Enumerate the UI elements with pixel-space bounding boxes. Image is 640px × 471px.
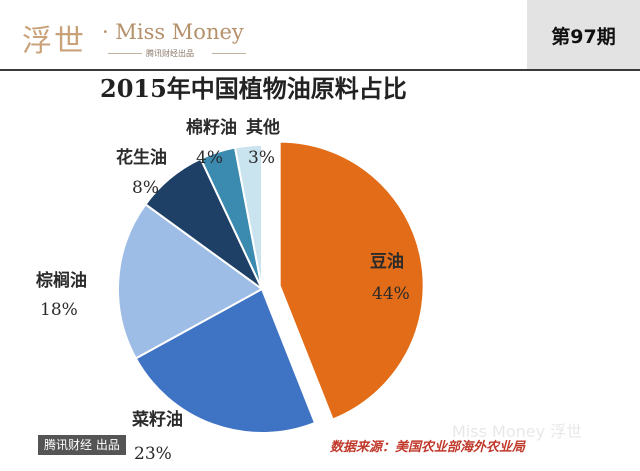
footer-badge: 腾讯财经 出品 [38,435,126,455]
slice-value-peanut: 8% [132,178,159,198]
slice-label-peanut: 花生油 [116,147,167,168]
logo: 浮世 · Miss Money 腾讯财经出品 [22,14,282,60]
source-note: 数据来源：美国农业部海外农业局 [330,440,526,455]
issue-number: 第97期 [551,26,616,48]
header: 浮世 · Miss Money 腾讯财经出品 第97期 [0,0,640,71]
pie-slice-soybean [278,140,425,421]
chart-area: 2015年中国植物油原料占比 豆油 44% 菜籽油 23% 棕榈油 18% 花生油 8% 棉籽油… [0,71,640,471]
pie-slice-labels: 豆油 44% 菜籽油 23% 棕榈油 18% 花生油 8% 棉籽油 4% 其他 3% [36,117,410,464]
slice-value-rapeseed: 23% [134,444,172,464]
slice-value-soybean: 44% [372,284,410,304]
issue-badge: 第97期 [527,0,640,69]
pie-chart: 2015年中国植物油原料占比 豆油 44% 菜籽油 23% 棕榈油 18% 花生油 8% 棉籽油… [36,74,425,464]
watermark: Miss Money 浮世 [452,422,583,441]
logo-divider-left [108,53,142,54]
pie-slice-palm [117,202,264,360]
logo-english-text: · Miss Money [102,20,244,44]
slice-label-cottonseed: 棉籽油 [186,117,237,138]
slice-label-palm: 棕榈油 [36,270,87,291]
pie-slice-other [233,143,263,290]
slice-value-cottonseed: 4% [196,148,223,168]
logo-chinese-text: 浮世 [22,24,86,59]
slice-label-rapeseed: 菜籽油 [131,409,183,430]
slice-value-other: 3% [248,148,275,168]
slice-value-palm: 18% [40,300,78,320]
pie-slice-rapeseed [134,287,317,434]
header-divider [0,69,640,71]
slice-label-other: 其他 [246,117,280,138]
chart-title: 2015年中国植物油原料占比 [100,74,407,103]
slice-label-soybean: 豆油 [370,251,404,272]
logo-divider-right [212,53,246,54]
pie-slices [117,140,425,434]
logo-subtitle: 腾讯财经出品 [146,49,194,58]
